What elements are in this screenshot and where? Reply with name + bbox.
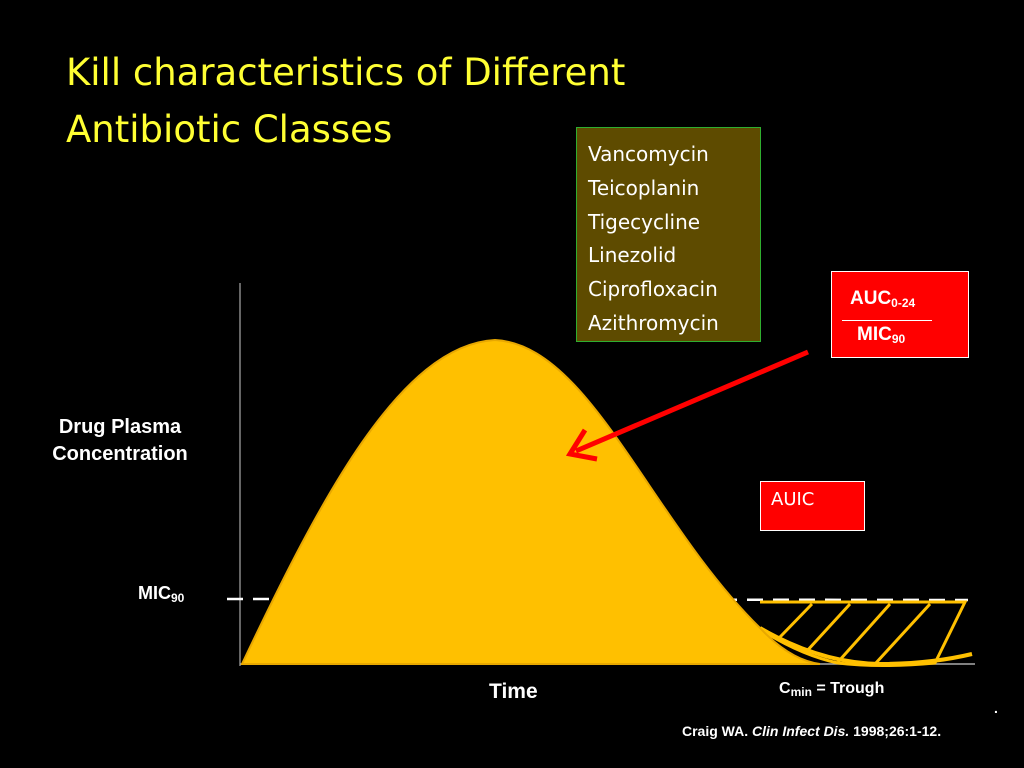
title-line-2: Antibiotic Classes [66,108,393,151]
concentration-curve [240,338,821,665]
drug-list-box: Vancomycin Teicoplanin Tigecycline Linez… [576,127,761,342]
auc-denominator: MIC90 [857,324,906,346]
footnote-mark: . [994,700,998,716]
drug-item: Teicoplanin [588,175,700,200]
drug-item: Ciprofloxacin [588,277,718,302]
drug-item: Linezolid [588,243,677,268]
drug-item: Azithromycin [588,310,719,335]
drug-item: Vancomycin [588,142,709,166]
citation: Craig WA. Clin Infect Dis. 1998;26:1-12. [682,723,942,739]
drug-item: Tigecycline [588,209,701,234]
cmin-trough-label: Cmin = Trough [779,680,885,699]
auc-mic-ratio-box: AUC0-24 MIC90 [831,271,969,358]
y-axis-label: Drug Plasma Concentration [52,416,188,465]
fraction-bar [842,320,932,321]
trough-hatch-lines [778,602,932,666]
auc-arrow-shaft [575,349,809,454]
auc-numerator: AUC0-24 [850,288,916,310]
auc-arrow-head [565,428,598,462]
slide-title: Kill characteristics of Different Antibi… [66,44,625,158]
auic-box: AUIC [760,481,865,531]
title-line-1: Kill characteristics of Different [66,51,626,94]
trough-curve-tail [758,626,973,667]
x-axis-label: Time [489,680,538,703]
mic-label: MIC90 [138,583,185,605]
